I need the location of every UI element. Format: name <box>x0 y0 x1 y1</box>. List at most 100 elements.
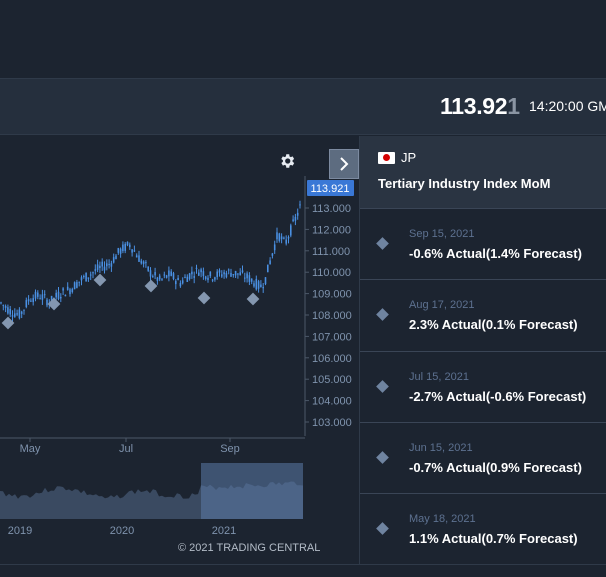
candle-body <box>37 292 39 297</box>
copyright-text: © 2021 TRADING CENTRAL <box>178 542 321 554</box>
event-marker <box>93 273 107 287</box>
candle-body <box>239 272 241 276</box>
candle-body <box>14 313 16 317</box>
candle-body <box>230 272 232 277</box>
event-list-item[interactable]: Sep 15, 2021 -0.6% Actual(1.4% Forecast) <box>360 208 606 279</box>
candle-body <box>66 286 69 290</box>
candle-body <box>122 244 124 252</box>
event-value: -2.7% Actual(-0.6% Forecast) <box>409 389 587 404</box>
current-price: 113.921 <box>440 93 520 119</box>
candle-body <box>34 291 37 299</box>
candle-body <box>225 273 228 278</box>
candle-body <box>234 270 237 276</box>
event-date: May 18, 2021 <box>409 513 476 525</box>
y-tick-label: 108.000 <box>312 310 352 322</box>
navigator-tick-label: 2020 <box>110 525 134 537</box>
event-list-item[interactable]: Jul 15, 2021 -2.7% Actual(-0.6% Forecast… <box>360 351 606 422</box>
event-list-item[interactable]: Jun 15, 2021 -0.7% Actual(0.9% Forecast) <box>360 422 606 493</box>
candle-body <box>55 292 57 298</box>
candle-body <box>191 271 193 275</box>
navigator-tick-label: 2021 <box>212 525 236 537</box>
event-marker <box>1 316 15 330</box>
candle-body <box>16 313 18 315</box>
event-value: 1.1% Actual(0.7% Forecast) <box>409 531 578 546</box>
candle-body <box>108 264 110 266</box>
japan-flag-icon <box>378 152 395 164</box>
y-tick-label: 106.000 <box>312 353 352 365</box>
candle-body <box>253 283 255 287</box>
candle-body <box>158 275 161 280</box>
candle-body <box>200 269 202 273</box>
event-marker <box>197 291 211 305</box>
candle-body <box>172 273 175 280</box>
candle-body <box>110 263 113 267</box>
candle-body <box>177 277 179 281</box>
candle-body <box>32 298 34 303</box>
candle-body <box>179 282 182 287</box>
y-tick-label: 104.000 <box>312 396 352 408</box>
navigator-tick-label: 2019 <box>8 525 32 537</box>
candle-body <box>283 237 285 239</box>
candle-body <box>11 315 14 317</box>
candle-body <box>142 261 145 265</box>
event-value: -0.7% Actual(0.9% Forecast) <box>409 460 582 475</box>
price-chart[interactable]: 113.000 112.000 111.000 110.000 109.000 108.0… <box>0 136 359 564</box>
candle-body <box>161 278 163 280</box>
candle-body <box>246 273 248 279</box>
candle-body <box>165 275 168 278</box>
candle-body <box>273 244 276 251</box>
candlestick-chart[interactable]: 113.000 112.000 111.000 110.000 109.000 108.0… <box>0 136 359 564</box>
candle-body <box>9 308 11 315</box>
candle-body <box>260 284 262 288</box>
candle-body <box>207 277 209 280</box>
gear-icon[interactable] <box>278 152 296 170</box>
candle-body <box>163 274 166 276</box>
candle-body <box>73 282 76 290</box>
candle-body <box>202 271 205 277</box>
candle-body <box>269 260 271 265</box>
candle-body <box>80 277 83 281</box>
candle-body <box>290 225 292 236</box>
candle-body <box>117 248 120 253</box>
candle-body <box>126 241 129 246</box>
candle-body <box>101 261 103 267</box>
candle-body <box>20 311 23 314</box>
candle-body <box>186 276 189 282</box>
top-strip <box>0 0 606 78</box>
candle-body <box>60 296 62 299</box>
candle-body <box>170 271 172 276</box>
candle-body <box>232 274 235 276</box>
candle-body <box>262 286 264 289</box>
y-tick-label: 105.000 <box>312 374 352 386</box>
event-date: Jul 15, 2021 <box>409 371 469 383</box>
candle-body <box>99 265 101 269</box>
candle-body <box>292 219 294 222</box>
diamond-marker-icon <box>376 380 389 393</box>
candle-body <box>255 278 258 290</box>
event-list-item[interactable]: Aug 17, 2021 2.3% Actual(0.1% Forecast) <box>360 279 606 350</box>
y-tick-label: 112.000 <box>312 224 351 236</box>
candle-body <box>278 233 281 241</box>
candle-body <box>96 264 99 270</box>
event-date: Jun 15, 2021 <box>409 442 473 454</box>
candle-body <box>89 274 92 276</box>
event-title: Tertiary Industry Index MoM <box>378 176 551 191</box>
bottom-strip <box>0 564 606 577</box>
candle-body <box>71 288 74 293</box>
event-header: JP Tertiary Industry Index MoM <box>360 136 606 208</box>
diamond-marker-icon <box>376 308 389 321</box>
candle-body <box>87 277 90 279</box>
panel-toggle-button[interactable] <box>329 149 359 179</box>
candle-body <box>69 289 71 295</box>
x-tick-label: Jul <box>119 443 133 455</box>
y-tick-label: 103.000 <box>312 417 352 429</box>
event-list-item[interactable]: May 18, 2021 1.1% Actual(0.7% Forecast) <box>360 493 606 564</box>
y-tick-label: 111.000 <box>312 246 350 258</box>
candle-body <box>133 250 136 252</box>
candle-body <box>145 262 147 264</box>
y-tick-label: 110.000 <box>312 267 351 279</box>
candle-body <box>271 253 274 256</box>
candle-body <box>257 281 260 289</box>
event-country: JP <box>401 150 417 165</box>
candle-body <box>181 280 184 284</box>
